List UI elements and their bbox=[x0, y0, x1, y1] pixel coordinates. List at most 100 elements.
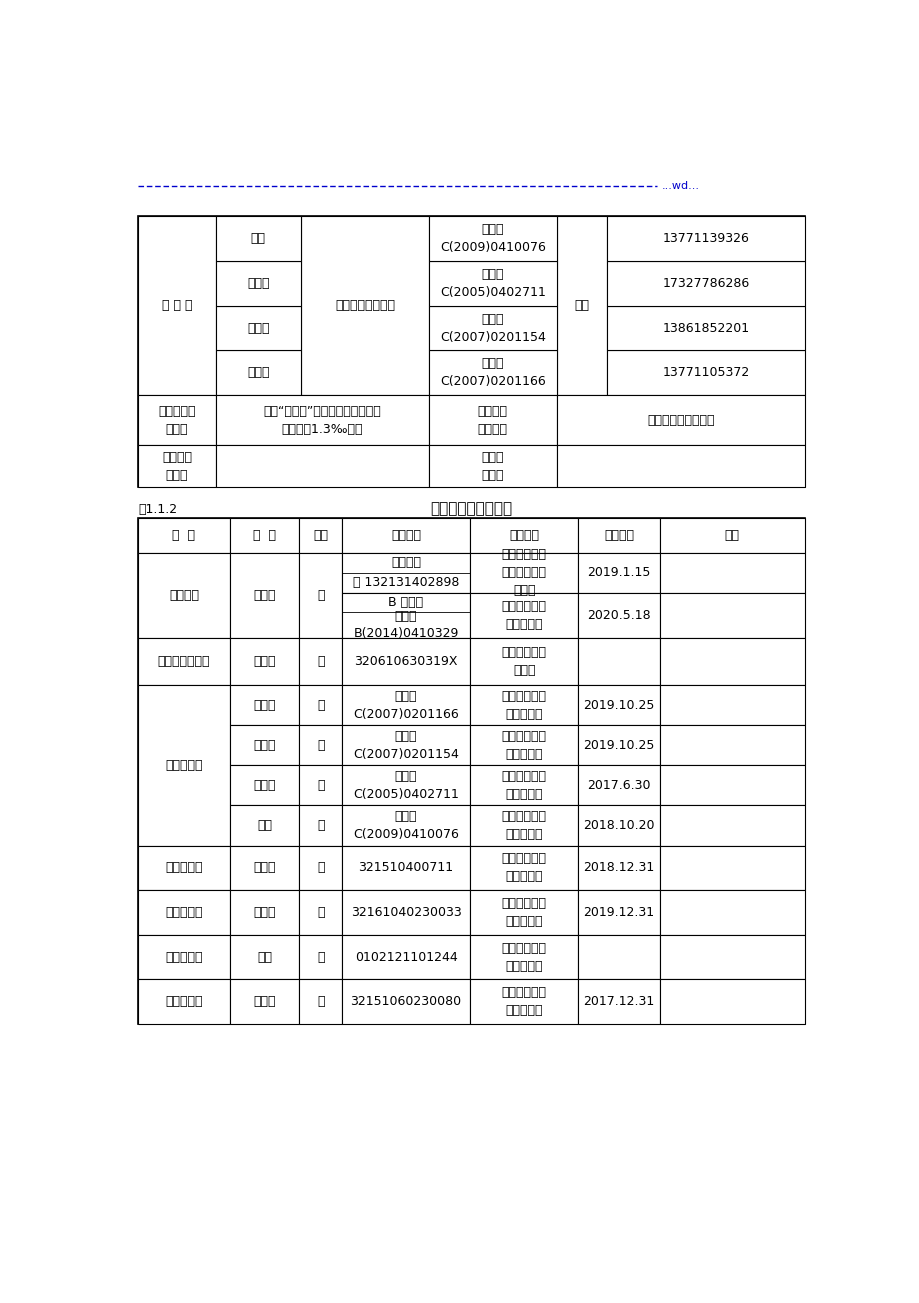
Text: 安全监视
备案号: 安全监视 备案号 bbox=[162, 451, 192, 482]
Text: 320610630319X: 320610630319X bbox=[354, 655, 458, 668]
Text: 江苏省住房和
城乡建设厅: 江苏省住房和 城乡建设厅 bbox=[501, 896, 546, 928]
Bar bbox=[428, 261, 556, 306]
Text: 吕超: 吕超 bbox=[251, 232, 266, 245]
Text: 男: 男 bbox=[317, 951, 324, 964]
Text: 周宗糠: 周宗糠 bbox=[247, 322, 269, 335]
Bar bbox=[138, 846, 230, 890]
Text: 表1.1.2: 表1.1.2 bbox=[138, 503, 177, 516]
Bar bbox=[299, 519, 342, 552]
Text: 联系: 联系 bbox=[573, 300, 589, 313]
Text: 戴康: 戴康 bbox=[256, 951, 272, 964]
Text: 男: 男 bbox=[317, 739, 324, 752]
Bar bbox=[428, 216, 556, 261]
Text: 2018.10.20: 2018.10.20 bbox=[583, 820, 654, 833]
Bar bbox=[470, 552, 578, 593]
Text: 2019.10.25: 2019.10.25 bbox=[583, 739, 654, 752]
Bar bbox=[230, 980, 299, 1024]
Text: 工程安全管
理目标: 工程安全管 理目标 bbox=[158, 405, 196, 435]
Bar bbox=[578, 726, 659, 765]
Bar bbox=[578, 765, 659, 805]
Text: 岗  位: 岗 位 bbox=[172, 529, 195, 542]
Text: 江苏省住房和
城乡建设厅: 江苏省住房和 城乡建设厅 bbox=[501, 852, 546, 883]
Text: ...wd...: ...wd... bbox=[661, 181, 698, 190]
Text: 男: 男 bbox=[317, 589, 324, 602]
Text: 工程质检员: 工程质检员 bbox=[165, 995, 202, 1009]
Text: 杨志兵: 杨志兵 bbox=[253, 779, 276, 792]
Text: 0102121101244: 0102121101244 bbox=[354, 951, 457, 964]
Bar bbox=[578, 637, 659, 685]
Text: 13771139326: 13771139326 bbox=[662, 232, 749, 245]
Bar bbox=[470, 685, 578, 726]
Text: 江苏省住房和
城乡建设厅: 江苏省住房和 城乡建设厅 bbox=[501, 730, 546, 761]
Bar bbox=[216, 395, 428, 446]
Bar bbox=[299, 765, 342, 805]
Bar bbox=[659, 685, 804, 726]
Bar bbox=[578, 552, 659, 593]
Bar bbox=[138, 519, 804, 1024]
Text: 江苏省住房和
城乡建设厅: 江苏省住房和 城乡建设厅 bbox=[501, 599, 546, 631]
Text: 姓  名: 姓 名 bbox=[253, 529, 276, 542]
Bar bbox=[578, 593, 659, 637]
Text: 注册证书: 注册证书 bbox=[391, 556, 421, 569]
Text: 周宗糠: 周宗糠 bbox=[253, 739, 276, 752]
Text: 备注: 备注 bbox=[724, 529, 739, 542]
Bar bbox=[342, 890, 470, 934]
Text: 工程施工员: 工程施工员 bbox=[165, 951, 202, 964]
Text: 安全考核合格证号: 安全考核合格证号 bbox=[335, 300, 394, 313]
Text: 2020.5.18: 2020.5.18 bbox=[586, 609, 651, 622]
Bar bbox=[607, 351, 804, 395]
Text: 工程施工员: 工程施工员 bbox=[165, 906, 202, 919]
Text: 江苏省住房和
城乡建设厅: 江苏省住房和 城乡建设厅 bbox=[501, 770, 546, 801]
Text: 男: 男 bbox=[317, 820, 324, 833]
Bar bbox=[470, 890, 578, 934]
Bar bbox=[607, 306, 804, 351]
Bar bbox=[659, 519, 804, 552]
Bar bbox=[607, 216, 804, 261]
Bar bbox=[659, 934, 804, 980]
Bar bbox=[470, 846, 578, 890]
Bar bbox=[299, 637, 342, 685]
Text: 工程部管理人员名册: 工程部管理人员名册 bbox=[430, 502, 512, 516]
Bar bbox=[299, 805, 342, 846]
Bar bbox=[659, 846, 804, 890]
Text: 江苏省住房和
城乡建设厅: 江苏省住房和 城乡建设厅 bbox=[501, 689, 546, 721]
Bar bbox=[470, 765, 578, 805]
Bar bbox=[578, 846, 659, 890]
Text: B 类证书: B 类证书 bbox=[388, 595, 423, 609]
Bar bbox=[342, 934, 470, 980]
Text: 苏建安
C(2007)0201154: 苏建安 C(2007)0201154 bbox=[353, 730, 459, 761]
Bar bbox=[216, 216, 301, 261]
Bar bbox=[428, 351, 556, 395]
Bar bbox=[299, 980, 342, 1024]
Text: 苏建安
C(2007)0201154: 苏建安 C(2007)0201154 bbox=[439, 313, 545, 344]
Bar bbox=[342, 637, 470, 685]
Bar bbox=[428, 446, 556, 487]
Text: 监视备
案日期: 监视备 案日期 bbox=[481, 451, 504, 482]
Bar bbox=[578, 685, 659, 726]
Bar bbox=[299, 726, 342, 765]
Bar bbox=[138, 446, 216, 487]
Bar bbox=[138, 216, 216, 395]
Bar bbox=[659, 552, 804, 593]
Text: 苏建安
C(2007)0201166: 苏建安 C(2007)0201166 bbox=[439, 357, 545, 388]
Bar bbox=[578, 934, 659, 980]
Text: 32151060230080: 32151060230080 bbox=[350, 995, 461, 1009]
Bar bbox=[659, 726, 804, 765]
Text: 苏建安
C(2005)0402711: 苏建安 C(2005)0402711 bbox=[439, 268, 545, 298]
Bar bbox=[342, 765, 470, 805]
Bar bbox=[470, 726, 578, 765]
Text: 杨志兵: 杨志兵 bbox=[247, 278, 269, 289]
Text: 标准化文明示范工地: 标准化文明示范工地 bbox=[646, 413, 714, 426]
Text: 苏建安
C(2009)0410076: 苏建安 C(2009)0410076 bbox=[439, 223, 545, 254]
Bar bbox=[138, 934, 230, 980]
Bar bbox=[216, 446, 428, 487]
Bar bbox=[230, 637, 299, 685]
Text: 32161040230033: 32161040230033 bbox=[350, 906, 461, 919]
Bar bbox=[299, 685, 342, 726]
Text: 五个“不发生”、事故直接经济损失
率控制在1.3‰以内: 五个“不发生”、事故直接经济损失 率控制在1.3‰以内 bbox=[263, 405, 380, 435]
Bar bbox=[230, 846, 299, 890]
Text: 江苏省住房和
城乡建设厅: 江苏省住房和 城乡建设厅 bbox=[501, 810, 546, 840]
Bar bbox=[342, 980, 470, 1024]
Bar bbox=[578, 980, 659, 1024]
Text: 男: 男 bbox=[317, 995, 324, 1009]
